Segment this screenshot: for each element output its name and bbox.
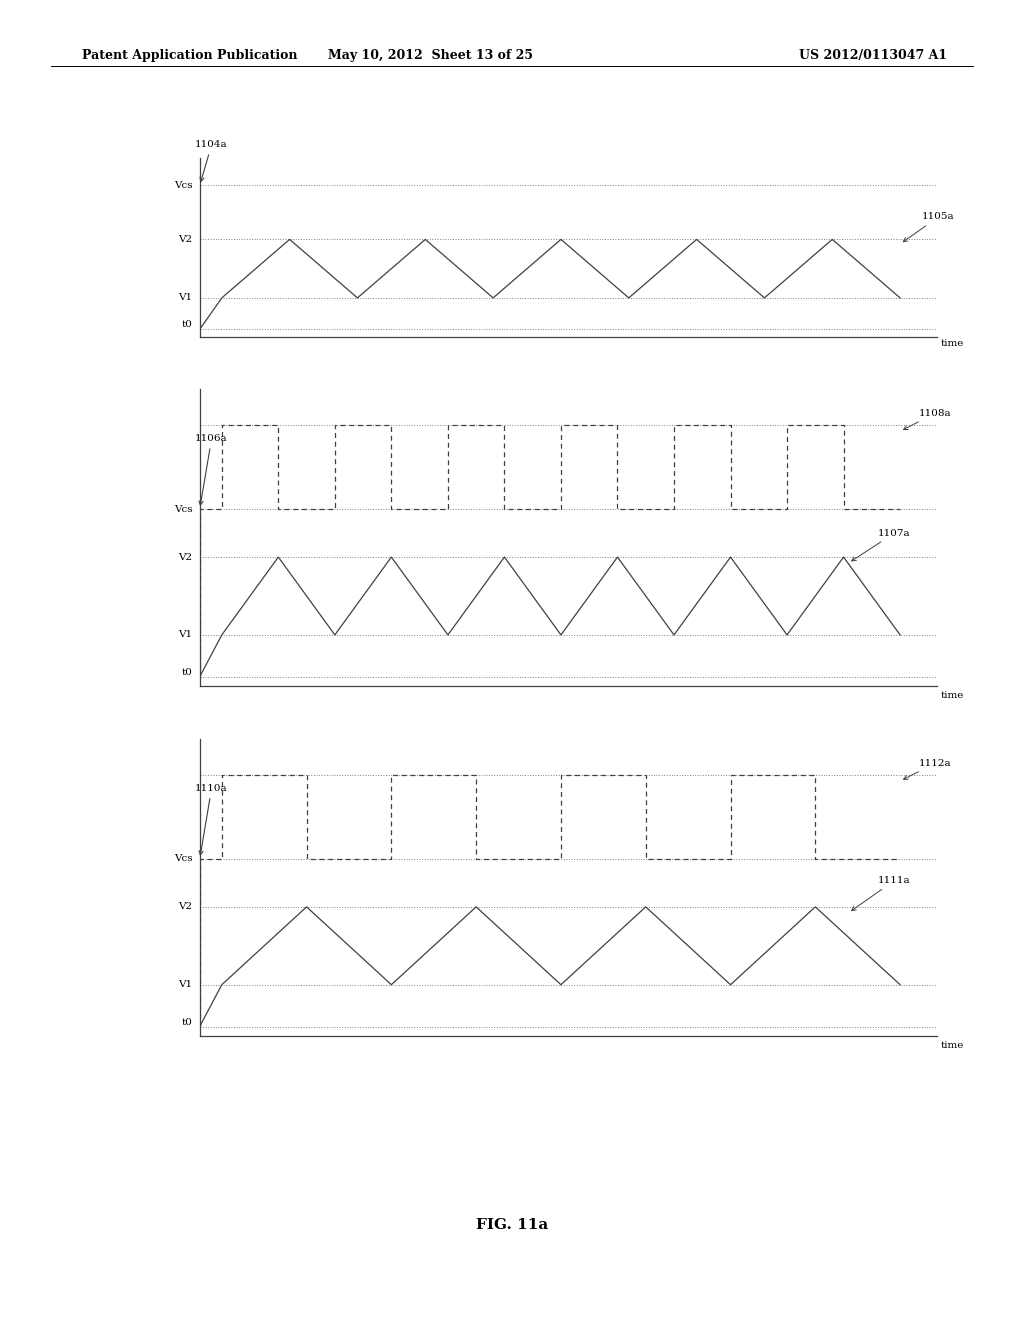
Text: 1106a: 1106a xyxy=(196,434,228,506)
Text: V2: V2 xyxy=(178,235,193,244)
Text: 1112a: 1112a xyxy=(903,759,951,779)
Text: t0: t0 xyxy=(181,321,193,330)
Text: Vcs: Vcs xyxy=(174,504,193,513)
Text: time: time xyxy=(941,339,964,348)
Text: 1107a: 1107a xyxy=(852,528,910,561)
Text: V2: V2 xyxy=(178,903,193,911)
Text: V1: V1 xyxy=(178,293,193,302)
Text: time: time xyxy=(941,692,964,701)
Text: t0: t0 xyxy=(181,1018,193,1027)
Text: V1: V1 xyxy=(178,981,193,989)
Text: 1108a: 1108a xyxy=(903,409,951,429)
Text: FIG. 11a: FIG. 11a xyxy=(476,1218,548,1232)
Text: time: time xyxy=(941,1041,964,1051)
Text: Patent Application Publication: Patent Application Publication xyxy=(82,49,297,62)
Text: Vcs: Vcs xyxy=(174,181,193,190)
Text: 1111a: 1111a xyxy=(852,876,910,911)
Text: US 2012/0113047 A1: US 2012/0113047 A1 xyxy=(799,49,947,62)
Text: Vcs: Vcs xyxy=(174,854,193,863)
Text: V1: V1 xyxy=(178,631,193,639)
Text: t0: t0 xyxy=(181,668,193,677)
Text: V2: V2 xyxy=(178,553,193,561)
Text: May 10, 2012  Sheet 13 of 25: May 10, 2012 Sheet 13 of 25 xyxy=(328,49,532,62)
Text: 1110a: 1110a xyxy=(196,784,228,855)
Text: 1105a: 1105a xyxy=(903,213,954,242)
Text: 1104a: 1104a xyxy=(196,140,228,182)
